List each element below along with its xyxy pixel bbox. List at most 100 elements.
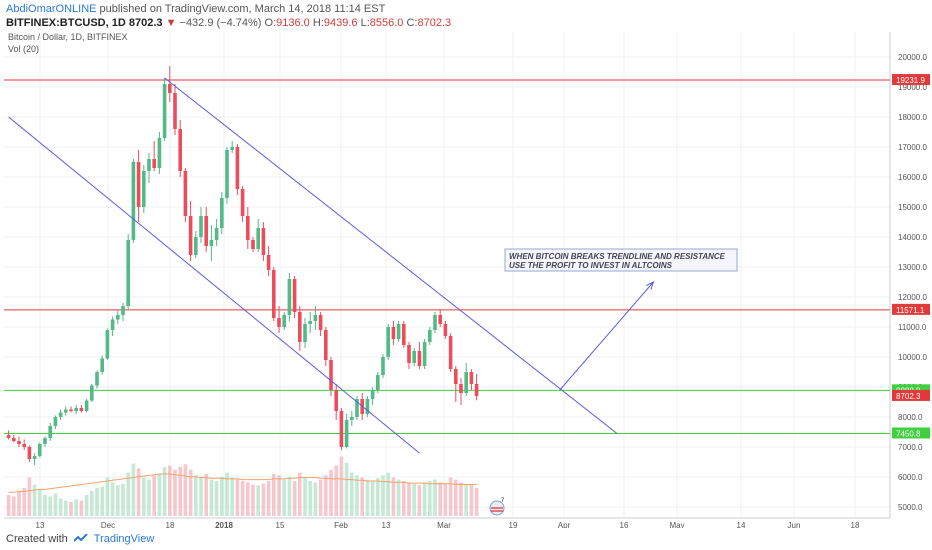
price-tick-label: 20000.0 [898, 53, 927, 62]
candle-body [386, 327, 390, 357]
candle-body [428, 330, 432, 342]
tradingview-link[interactable]: TradingView [93, 533, 155, 545]
price-tick-label: 13000.0 [898, 263, 927, 272]
time-tick-label: 16 [620, 521, 629, 528]
candle-body [58, 412, 63, 417]
candle-body [183, 171, 188, 216]
open-value: 9136.0 [276, 17, 310, 29]
volume-bar [251, 484, 255, 516]
candle-body [474, 384, 479, 396]
symbol-label: BITFINEX:BTCUSD, 1D [6, 17, 126, 29]
chart-title: Bitcoin / Dollar, 1D, BITFINEX [8, 32, 128, 42]
volume-bar [194, 475, 198, 516]
candle-body [69, 409, 73, 411]
annotation-line-2: USE THE PROFIT TO INVEST IN ALTCOINS [509, 261, 673, 270]
low-label: L: [360, 17, 370, 29]
candle-body [214, 228, 219, 240]
volume-bar [142, 477, 146, 516]
close-value: 8702.3 [417, 17, 452, 29]
volume-bar [162, 467, 167, 516]
time-tick-label: 15 [276, 521, 285, 528]
volume-bar [84, 495, 89, 516]
trendline [559, 281, 654, 391]
candle-body [355, 399, 359, 417]
volume-bar [90, 490, 94, 516]
candle-body [261, 228, 266, 255]
chart-area[interactable]: 5000.06000.07000.07500.08000.09000.01000… [4, 32, 932, 528]
ohlc-bar: BITFINEX:BTCUSD, 1D 8702.3 ▼ −432.9 (−4.… [6, 17, 451, 29]
volume-bar [329, 469, 333, 516]
volume-bar [417, 485, 422, 516]
candle-body [12, 438, 16, 441]
volume-bar [391, 477, 396, 516]
volume-bar [365, 479, 370, 516]
candle-body [318, 315, 323, 330]
volume-bar [225, 472, 229, 516]
candle-body [32, 456, 37, 459]
close-label: C: [406, 17, 418, 29]
candle-body [131, 162, 136, 240]
candle-body [292, 279, 297, 312]
arrow-head [645, 281, 655, 290]
volume-bar [157, 474, 162, 516]
volume-bar [339, 456, 344, 516]
svg-text:7: 7 [501, 498, 505, 504]
candle-body [204, 216, 208, 246]
trendlines [8, 77, 655, 454]
volume-bar [178, 467, 182, 516]
time-tick-label: Feb [334, 521, 348, 528]
candle-body [381, 357, 385, 375]
volume-bar [69, 502, 73, 516]
candle-body [105, 330, 110, 359]
volume-bar [95, 488, 99, 516]
down-arrow-icon: ▼ [165, 17, 177, 29]
candle-body [209, 240, 214, 246]
candle-body [391, 327, 396, 339]
price-tick-label: 14000.0 [898, 233, 927, 242]
candle-body [407, 345, 411, 363]
candle-body [6, 435, 11, 438]
publish-info: AbdiOmarONLINE published on TradingView.… [6, 3, 385, 15]
candle-body [53, 417, 58, 426]
price-label-text: 11571.1 [896, 306, 925, 315]
trendline [164, 77, 618, 434]
volume-bar [173, 469, 177, 516]
volume-bar [396, 479, 401, 516]
candle-body [168, 84, 172, 93]
volume-bar [412, 483, 416, 516]
volume-bar [147, 479, 151, 516]
candle-body [240, 189, 245, 216]
candles [6, 66, 479, 465]
candle-body [412, 351, 416, 363]
price-label-box [892, 384, 930, 396]
volume-bar [235, 479, 240, 516]
volume-bar [126, 472, 130, 516]
volume-bar [152, 475, 156, 516]
volume-bar [402, 481, 406, 516]
volume-bar [381, 475, 385, 516]
price-axis: 5000.06000.07000.07500.08000.09000.01000… [892, 53, 930, 512]
price-label-box [892, 74, 930, 86]
volume-bar [58, 498, 63, 516]
volume-bar [27, 477, 32, 516]
candle-body [433, 315, 437, 330]
author-link[interactable]: AbdiOmarONLINE [6, 3, 97, 15]
candle-body [324, 330, 328, 360]
candle-body [173, 93, 177, 129]
candle-body [162, 84, 167, 138]
volume-bar [188, 469, 193, 516]
annotation-box[interactable]: WHEN BITCOIN BREAKS TRENDLINE AND RESIST… [504, 248, 738, 272]
time-axis: 13 Dec 18 2018 15 Feb 13 Mar 19 Apr 16 May 14 Jun 18 [36, 521, 860, 528]
volume-ma-line [8, 473, 477, 493]
volume-bar [448, 477, 453, 516]
time-tick-label: 13 [382, 521, 391, 528]
volume-bar [110, 482, 115, 516]
price-chart[interactable]: 5000.06000.07000.07500.08000.09000.01000… [4, 32, 932, 528]
candle-body [376, 375, 380, 390]
volume-bar [272, 474, 276, 516]
candle-body [48, 426, 52, 438]
candle-body [417, 351, 422, 366]
candle-body [126, 240, 130, 306]
flag-marker[interactable]: 7 [489, 498, 505, 516]
candle-body [365, 399, 370, 414]
